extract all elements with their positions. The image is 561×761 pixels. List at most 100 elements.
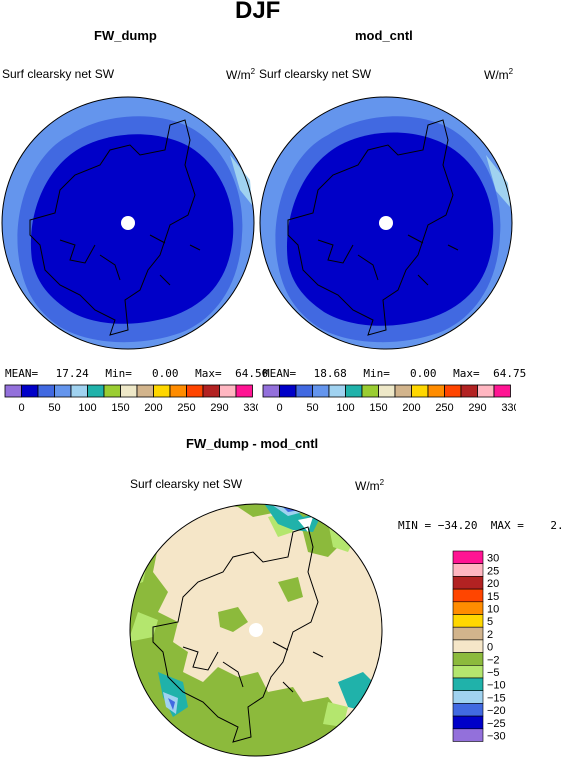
diff-map-border [129,503,383,757]
panel2-stats: MEAN= 18.68 Min= 0.00 Max= 64.75 [263,367,526,380]
diff-colorbar-tick: −15 [487,692,506,704]
panel2-mean-value: 18.68 [313,367,347,380]
diff-colorbar-box [452,601,484,615]
panel1-colorbar-tick: 100 [78,402,96,414]
panel2-colorbar-box [493,384,511,398]
panel2-colorbar-boxes [262,384,511,398]
diff-colorbar-box [452,588,484,603]
panel1-colorbar-box [186,384,204,398]
panel2-colorbar-tick: 150 [369,402,387,414]
panel2-max-label: Max= [453,367,480,380]
panel1-title: FW_dump [94,28,157,43]
panel1-colorbar-box [103,384,121,398]
panel2-map-border [259,96,513,350]
diff-colorbar-box [452,576,484,590]
diff-colorbar-tick: −25 [487,718,506,730]
diff-coastline [152,526,319,743]
panel2-colorbar-tick: 100 [336,402,354,414]
diff-pole [249,623,263,637]
diff-colorbar-tick: −10 [487,680,506,692]
diff-colorbar-tick: −2 [487,654,500,666]
diff-field-label: Surf clearsky net SW [130,477,243,491]
diff-colorbar-box [452,677,484,691]
panel2-colorbar-box [328,384,346,398]
diff-colorbar-tick: 15 [487,591,499,603]
panel1-pole [121,216,135,230]
panel2-colorbar-box [378,384,396,398]
panel1-colorbar-tick: 290 [210,402,228,414]
panel1-field [2,97,254,349]
diff-colorbar-tick: 2 [487,629,493,641]
diff-colorbar-box [452,690,484,704]
panel1-colorbar-boxes [4,384,253,398]
diff-colorbar-tick: 30 [487,553,499,565]
panel1-stats: MEAN= 17.24 Min= 0.00 Max= 64.50 [5,367,268,380]
panel2-colorbar-box [444,384,462,398]
panel1-mean-label: MEAN= [5,367,39,380]
panel2-min-label: Min= [363,367,390,380]
panel1-islands [59,234,201,286]
panel2-colorbar-box [394,384,412,398]
diff-colorbar-box [452,626,484,641]
diff-colorbar-box [452,614,484,628]
diff-colorbar-box [452,728,484,742]
panel1-colorbar-tick: 250 [177,402,195,414]
diff-white-patch [298,517,313,532]
diff-colorbar-tick: 0 [487,642,493,654]
panel1-field-label: Surf clearsky net SW [2,67,115,81]
diff-teal-southwest [158,672,188,717]
panel1-colorbar-box [54,384,72,398]
panel2-colorbar-box [312,384,330,398]
diff-colorbar-tick: −5 [487,667,500,679]
diff-colorbar-box [452,563,484,577]
diff-colorbar-tick: −30 [487,731,506,743]
diff-colorbar-box [452,665,484,679]
panel1-min-label: Min= [105,367,132,380]
diff-green-central [218,577,303,632]
diff-darkblue-north [283,504,296,507]
panel2-pole [379,216,393,230]
panel2-colorbar: 0 50 100 150 200 250 290 330 [262,384,516,414]
panel1-mean-value: 17.24 [55,367,89,380]
panel2-islands [317,234,459,286]
panel2-colorbar-tick: 50 [306,402,318,414]
panel2-colorbar-tick: 330 [501,402,516,414]
panel1-colorbar-tick: 200 [144,402,162,414]
panel1-colorbar-box [202,384,220,398]
panel2-units: W/m2 [484,67,514,82]
panel1-colorbar-tick: 50 [48,402,60,414]
panel2-max-value: 64.75 [493,367,527,380]
diff-colorbar-tick: 25 [487,565,499,577]
diff-title: FW_dump - mod_cntl [186,436,319,451]
panel2-map [259,96,513,350]
panel2-colorbar-box [345,384,363,398]
panel1-light-patch [230,155,252,205]
panel1-colorbar-ticks: 0 50 100 150 200 250 290 330 [18,402,258,414]
panel1-map-border [1,96,255,350]
diff-colorbar-tick: 5 [487,616,493,628]
diff-green-south [130,542,382,756]
diff-colorbar-box [452,639,484,653]
panel1-coastline [29,119,196,336]
diff-colorbar-boxes [452,550,484,742]
panel2-colorbar-box [477,384,495,398]
panel1-colorbar-tick: 330 [243,402,258,414]
panel1-colorbar-box [120,384,138,398]
panel2-colorbar-tick: 250 [435,402,453,414]
panel1-core [30,134,234,324]
panel2-light-patch [486,155,510,207]
diff-minmax: MIN = −34.20 MAX = 2.15 [398,519,561,532]
diff-map [129,503,383,757]
panel1-min-value: 0.00 [152,367,179,380]
panel1-colorbar-box [37,384,55,398]
panel2-title: mod_cntl [355,28,413,43]
panel2-min-value: 0.00 [410,367,437,380]
diff-units: W/m2 [355,478,385,493]
diff-colorbar-box [452,703,484,717]
panel2-mean-label: MEAN= [263,367,297,380]
panel2-colorbar-tick: 290 [468,402,486,414]
panel1-colorbar-box [169,384,187,398]
diff-islands [182,641,324,693]
panel1-map [1,96,255,350]
